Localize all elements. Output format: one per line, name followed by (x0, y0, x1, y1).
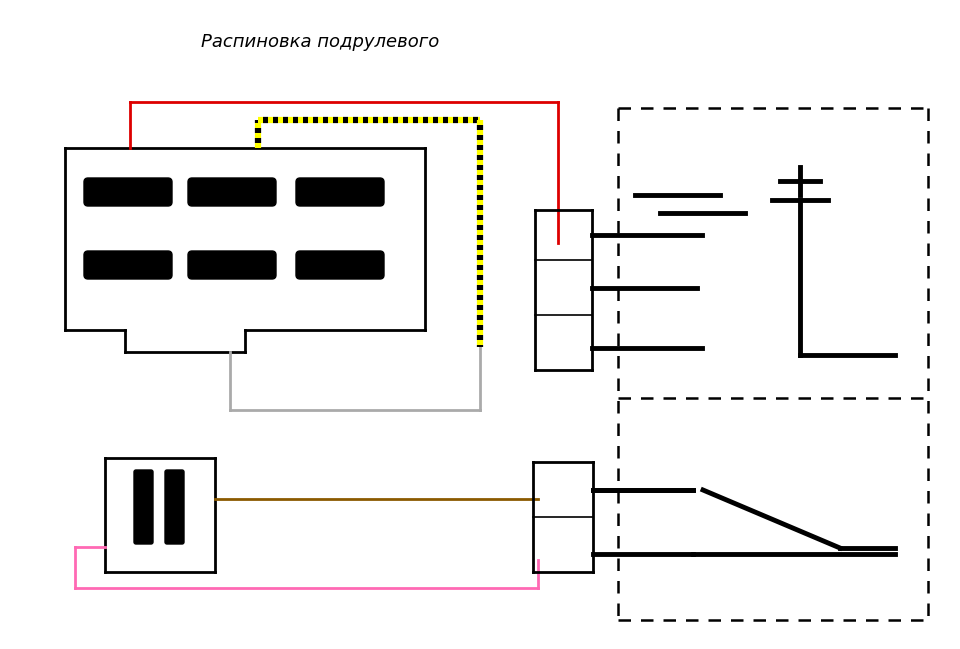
FancyBboxPatch shape (188, 178, 276, 206)
FancyBboxPatch shape (296, 178, 384, 206)
FancyBboxPatch shape (84, 178, 172, 206)
FancyBboxPatch shape (188, 251, 276, 279)
FancyBboxPatch shape (296, 251, 384, 279)
FancyBboxPatch shape (165, 470, 184, 544)
Text: Распиновка подрулевого: Распиновка подрулевого (201, 33, 439, 51)
FancyBboxPatch shape (84, 251, 172, 279)
FancyBboxPatch shape (134, 470, 153, 544)
